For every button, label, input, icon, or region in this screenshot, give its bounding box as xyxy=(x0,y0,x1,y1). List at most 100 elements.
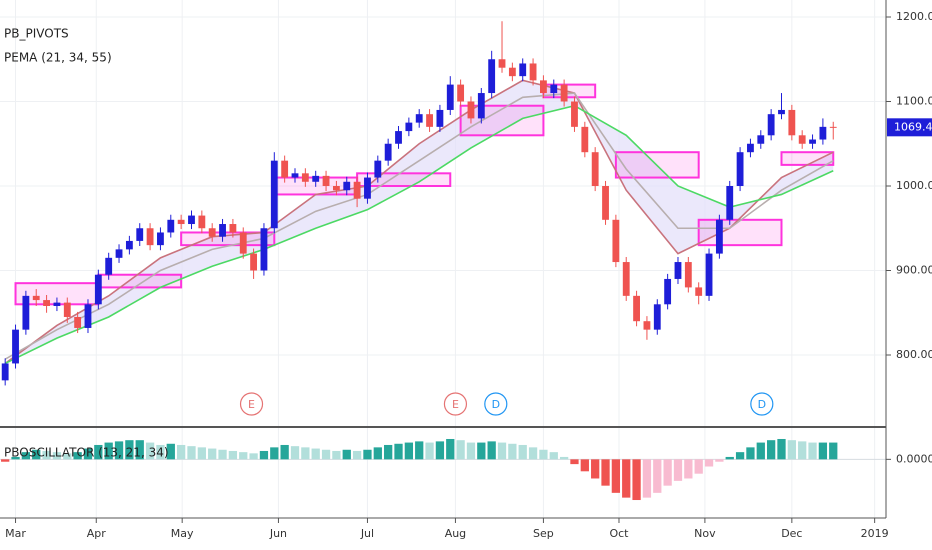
candle-body xyxy=(239,232,247,254)
y-tick-label: 800.00 xyxy=(896,348,932,361)
candle-body xyxy=(591,152,599,186)
oscillator-bar xyxy=(270,447,279,460)
oscillator-bar xyxy=(394,443,403,460)
candle-body xyxy=(22,295,30,330)
oscillator-bar xyxy=(218,449,227,460)
oscillator-bar xyxy=(363,449,372,460)
oscillator-bar xyxy=(11,456,20,460)
oscillator-bar xyxy=(280,444,289,460)
candle-body xyxy=(353,181,361,199)
last-price-label: 1069.45 xyxy=(894,120,932,133)
candle-body xyxy=(374,160,382,178)
pivot-box xyxy=(97,273,183,289)
pivot-box xyxy=(180,231,276,247)
candle-body xyxy=(146,228,154,246)
candle-body xyxy=(270,160,278,229)
candle-body xyxy=(208,228,216,237)
event-marker xyxy=(750,392,774,416)
oscillator-bar xyxy=(342,449,351,460)
candle-body xyxy=(74,316,82,328)
candle-body xyxy=(498,59,506,68)
legend: PBOSCILLATOR (13, 21, 34) xyxy=(4,446,169,460)
oscillator-bar xyxy=(63,453,72,460)
oscillator-bar xyxy=(435,441,445,460)
candle-body xyxy=(560,84,568,102)
oscillator-bar xyxy=(756,442,765,460)
oscillator-bar xyxy=(145,442,155,460)
oscillator-bar xyxy=(466,442,476,460)
candle-body xyxy=(736,152,744,186)
x-tick-label: Nov xyxy=(694,527,716,540)
oscillator-bar xyxy=(197,447,206,460)
oscillator-bar xyxy=(94,444,103,460)
oscillator-bar xyxy=(684,459,693,479)
oscillator-bar xyxy=(559,456,569,460)
oscillator-bar xyxy=(239,452,248,460)
oscillator-bar xyxy=(42,450,51,460)
oscillator-bar xyxy=(187,446,196,460)
oscillator-bar xyxy=(1,459,10,462)
oscillator-bar xyxy=(477,442,486,460)
oscillator-bar xyxy=(497,442,507,460)
oscillator-bar xyxy=(653,459,662,493)
oscillator-bar xyxy=(487,441,496,460)
oscillator-bar xyxy=(632,459,641,501)
event-marker xyxy=(443,392,468,416)
candle-body xyxy=(705,253,713,296)
x-tick-label: 2019 xyxy=(861,527,889,540)
candle-body xyxy=(312,175,320,182)
candle-body xyxy=(260,228,268,271)
oscillator-bar xyxy=(21,452,31,460)
candle-body xyxy=(477,93,485,119)
oscillator-bar xyxy=(373,447,382,460)
candle-body xyxy=(529,63,537,81)
candle-body xyxy=(219,224,226,237)
oscillator-bar xyxy=(518,444,527,460)
ema-line xyxy=(4,92,834,360)
oscillator-bar xyxy=(177,444,186,460)
oscillator-bar xyxy=(352,450,362,460)
candle-body xyxy=(291,173,299,178)
candle-body xyxy=(322,175,330,186)
oscillator-bar xyxy=(570,459,579,465)
candle-body xyxy=(43,300,50,306)
candle-body xyxy=(188,215,195,225)
oscillator-bar xyxy=(301,447,310,460)
y-tick-label: 0.0000 xyxy=(896,452,932,465)
event-label: E xyxy=(452,398,459,411)
oscillator-bar xyxy=(114,441,124,460)
oscillator-bar xyxy=(446,438,455,460)
oscillator-bar xyxy=(321,449,331,460)
candle-body xyxy=(757,135,765,144)
candle-body xyxy=(540,80,547,94)
oscillator-bar xyxy=(580,459,589,472)
candle-body xyxy=(157,232,164,246)
candle-body xyxy=(53,302,61,306)
candle-body xyxy=(415,114,423,123)
x-tick-label: May xyxy=(171,527,194,540)
oscillator-bar xyxy=(404,442,413,460)
pivot-box xyxy=(356,172,452,187)
candle-body xyxy=(602,186,609,220)
event-label: D xyxy=(758,398,766,411)
oscillator-bar xyxy=(311,448,320,460)
oscillator-bar xyxy=(156,444,165,460)
candle-body xyxy=(105,257,113,275)
legend: PB_PIVOTS xyxy=(4,27,69,41)
candle-body xyxy=(364,177,371,199)
candle-body xyxy=(809,139,816,144)
x-tick-label: Apr xyxy=(87,527,107,540)
oscillator-bar xyxy=(673,459,683,481)
oscillator-bar xyxy=(228,450,238,460)
ema-line xyxy=(4,104,834,365)
pivot-box xyxy=(780,151,835,166)
oscillator-bar xyxy=(249,453,258,460)
candle-body xyxy=(177,219,185,225)
candle-body xyxy=(395,131,402,144)
oscillator-bar xyxy=(704,459,714,467)
ema-line xyxy=(4,79,834,365)
oscillator-bar xyxy=(601,459,610,486)
candle-body xyxy=(446,84,454,110)
x-tick-label: Dec xyxy=(781,527,802,540)
oscillator-bar xyxy=(539,449,548,460)
